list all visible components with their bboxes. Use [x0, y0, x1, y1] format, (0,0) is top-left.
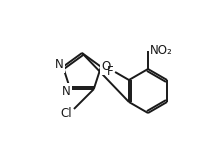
Text: N: N [55, 58, 63, 71]
Text: O: O [101, 60, 111, 73]
Text: F: F [107, 65, 113, 78]
Text: NO₂: NO₂ [150, 43, 172, 56]
Text: Cl: Cl [60, 107, 72, 121]
Text: N: N [62, 85, 71, 98]
